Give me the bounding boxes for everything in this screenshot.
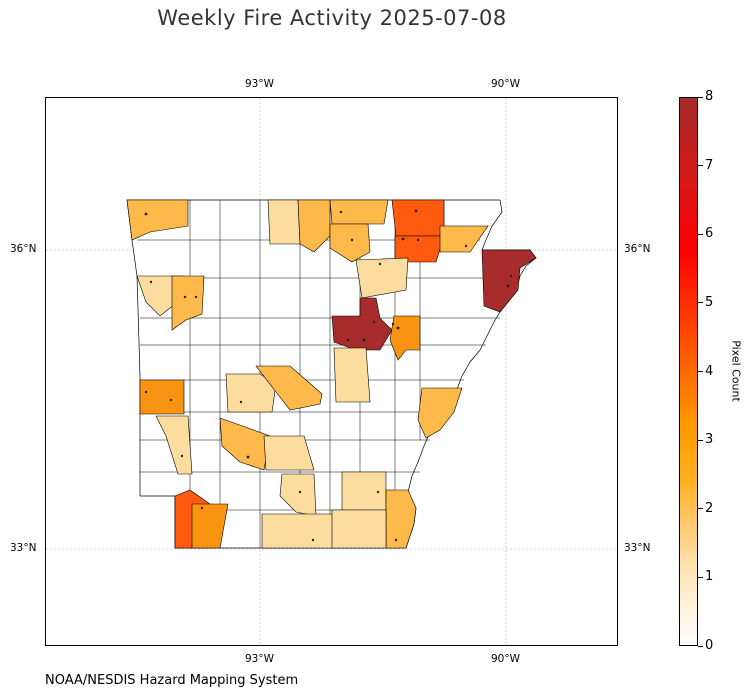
colorbar-tick-mark [698, 96, 703, 98]
colorbar-tick-mark [698, 371, 703, 372]
county-chicot[interactable] [385, 489, 417, 549]
colorbar [679, 97, 698, 646]
county-drew[interactable] [341, 471, 387, 511]
county-crawford2[interactable] [171, 275, 205, 331]
left-lat-label-33n: 33°N [10, 542, 37, 554]
county-lafayette[interactable] [191, 503, 229, 549]
county-randolph[interactable] [391, 199, 445, 237]
right-lat-label-33n: 33°N [624, 542, 651, 554]
county-union[interactable] [261, 513, 335, 549]
county-pulaski[interactable] [255, 365, 323, 411]
county-prairie[interactable] [333, 347, 371, 403]
colorbar-tick-mark [698, 302, 703, 304]
bottom-lon-label-93w: 93°W [245, 653, 274, 665]
colorbar-tick-label: 7 [705, 157, 714, 173]
colorbar-tick-mark [698, 165, 703, 167]
bottom-lon-label-90w: 90°W [491, 653, 520, 665]
county-phillips[interactable] [417, 387, 463, 439]
source-credit: NOAA/NESDIS Hazard Mapping System [45, 673, 299, 688]
fire-counties [126, 199, 537, 549]
county-stone[interactable] [355, 257, 409, 299]
county-crawford[interactable] [297, 199, 331, 253]
chart-title: Weekly Fire Activity 2025-07-08 [157, 6, 507, 30]
county-polk[interactable] [139, 379, 185, 415]
colorbar-tick-label: 3 [705, 432, 714, 448]
top-lon-label-93w: 93°W [245, 78, 274, 90]
county-howard[interactable] [155, 415, 193, 475]
colorbar-tick-label: 6 [705, 226, 714, 242]
colorbar-tick-label: 5 [705, 294, 714, 310]
county-lawrence[interactable] [394, 235, 445, 263]
county-ashley[interactable] [331, 509, 387, 549]
county-boone[interactable] [329, 199, 389, 225]
colorbar-tick-mark [698, 233, 703, 235]
county-washington[interactable] [267, 199, 301, 245]
colorbar-tick-label: 0 [705, 638, 714, 653]
colorbar-tick-label: 8 [705, 89, 714, 104]
colorbar-tick-label: 4 [705, 363, 714, 379]
county-dallas[interactable] [263, 435, 315, 471]
colorbar-tick-label: 2 [705, 500, 714, 516]
county-hot-spring[interactable] [219, 417, 271, 471]
colorbar-label: Pixel Count [729, 340, 743, 402]
county-benton[interactable] [126, 199, 189, 241]
colorbar-tick-mark [698, 576, 703, 578]
colorbar-tick-mark [698, 439, 703, 441]
right-lat-label-36n: 36°N [624, 243, 651, 255]
county-greene[interactable] [439, 225, 489, 253]
county-mississippi[interactable] [481, 249, 537, 313]
county-marion[interactable] [329, 223, 371, 263]
fire-detections [144, 209, 513, 542]
county-perry[interactable] [225, 373, 277, 413]
colorbar-tick-mark [698, 508, 703, 510]
left-lat-label-36n: 36°N [10, 243, 37, 255]
colorbar-tick-mark [698, 645, 703, 647]
colorbar-tick-label: 1 [705, 569, 714, 585]
county-jackson[interactable] [331, 297, 393, 351]
top-lon-label-90w: 90°W [491, 78, 520, 90]
